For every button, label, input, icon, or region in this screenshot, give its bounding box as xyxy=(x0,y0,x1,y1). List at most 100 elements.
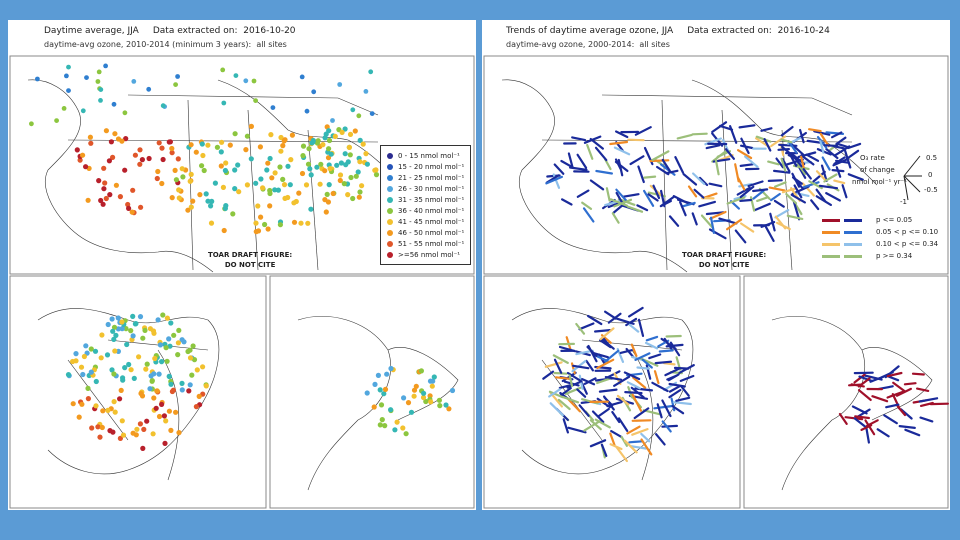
site-dot xyxy=(140,335,146,341)
trend-arrow xyxy=(549,402,564,417)
north-america-frame xyxy=(483,55,949,275)
trend-arrow xyxy=(613,375,631,387)
site-dot xyxy=(187,178,193,184)
site-dot xyxy=(179,166,185,172)
site-dot xyxy=(262,221,268,228)
trend-arrow xyxy=(552,354,569,364)
trend-arrow xyxy=(738,124,756,129)
site-dot xyxy=(131,79,137,84)
trend-arrow xyxy=(886,390,906,399)
trend-arrow xyxy=(780,138,793,144)
site-dot xyxy=(258,176,264,182)
site-dot xyxy=(337,82,343,87)
coastline xyxy=(771,315,865,491)
trend-arrow xyxy=(780,157,787,172)
site-dot xyxy=(413,383,419,389)
coastline xyxy=(157,349,180,481)
trend-arrow xyxy=(636,204,649,212)
coastline xyxy=(247,109,259,271)
trend-arrow xyxy=(617,417,629,432)
trend-arrow xyxy=(636,366,651,370)
site-dot xyxy=(330,190,336,197)
trend-arrow xyxy=(613,198,633,208)
site-dot xyxy=(314,140,320,146)
coastline xyxy=(37,308,220,475)
site-dot xyxy=(85,396,91,402)
site-dot xyxy=(136,354,142,360)
site-dot xyxy=(171,332,177,338)
site-dot xyxy=(299,74,305,80)
site-dot xyxy=(394,419,400,425)
site-dot xyxy=(118,387,124,393)
site-dot xyxy=(325,155,332,161)
site-dot xyxy=(299,170,306,177)
site-dot xyxy=(167,343,173,349)
trend-arrow xyxy=(586,143,594,160)
trend-arrow xyxy=(812,170,826,183)
trend-arrow xyxy=(781,187,798,194)
trend-arrow xyxy=(627,138,645,142)
trend-arrow xyxy=(602,395,615,411)
trend-arrow xyxy=(632,376,647,389)
site-dot xyxy=(203,383,209,389)
site-dot xyxy=(65,372,72,378)
trend-arrow xyxy=(898,425,916,429)
trend-arrow xyxy=(645,335,659,342)
site-dot xyxy=(199,141,205,147)
trend-arrow xyxy=(597,407,610,418)
site-dot xyxy=(117,396,123,402)
trend-arrow xyxy=(740,137,750,155)
site-dot xyxy=(327,166,333,172)
site-dot xyxy=(87,134,93,140)
site-dot xyxy=(420,394,427,401)
coastline xyxy=(307,129,319,271)
site-dot xyxy=(310,139,316,145)
site-dot xyxy=(357,189,363,195)
site-dot xyxy=(176,430,182,436)
site-dot xyxy=(201,167,207,174)
trend-arrow xyxy=(631,393,643,412)
site-dot xyxy=(109,316,115,322)
trend-arrow xyxy=(687,185,698,198)
site-dot xyxy=(348,174,354,181)
site-dot xyxy=(352,128,358,134)
trend-arrow xyxy=(553,163,565,175)
site-dot xyxy=(157,342,163,348)
trend-arrow xyxy=(585,359,595,372)
site-dot xyxy=(388,365,394,372)
trend-arrow xyxy=(700,214,715,230)
right-extracted-date: 2016-10-24 xyxy=(777,26,830,36)
trend-arrow xyxy=(668,385,681,393)
site-dot xyxy=(140,445,146,451)
site-dot xyxy=(278,148,284,154)
trend-arrow xyxy=(816,148,832,156)
trend-arrow xyxy=(739,198,753,202)
trend-arrow xyxy=(718,217,738,225)
trend-arrow xyxy=(850,383,865,388)
site-dot xyxy=(96,178,102,184)
site-dot xyxy=(162,440,168,446)
site-dot xyxy=(176,187,182,193)
site-dot xyxy=(109,367,115,373)
trend-arrow xyxy=(808,180,823,190)
trend-arrow xyxy=(647,193,659,202)
site-dot xyxy=(141,426,147,432)
trend-arrow xyxy=(586,345,598,357)
east-asia-frame xyxy=(269,275,475,509)
trend-arrow xyxy=(658,349,674,353)
coastline xyxy=(511,308,694,475)
trend-arrow xyxy=(711,121,728,134)
site-dot xyxy=(363,89,369,94)
coastline xyxy=(661,99,668,271)
trend-arrow xyxy=(637,318,645,337)
site-dot xyxy=(381,391,387,397)
trend-arrow xyxy=(542,370,555,380)
site-dot xyxy=(35,76,40,82)
trend-swatch-increase xyxy=(844,254,862,258)
site-dot xyxy=(222,167,228,174)
site-dot xyxy=(311,89,317,95)
site-dot xyxy=(70,358,76,365)
north-america-frame xyxy=(9,55,475,275)
coastline xyxy=(501,79,688,273)
site-dot xyxy=(137,421,143,427)
